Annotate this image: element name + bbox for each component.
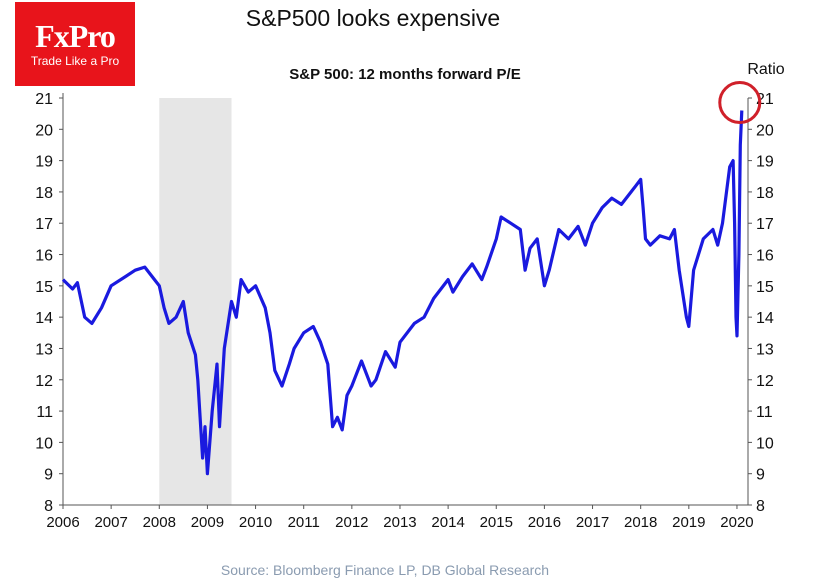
- right-tick-label: 18: [756, 185, 774, 202]
- x-tick-label: 2010: [239, 514, 272, 531]
- x-tick-label: 2013: [383, 514, 416, 531]
- right-tick-label: 12: [756, 373, 774, 390]
- x-tick-label: 2016: [528, 514, 561, 531]
- left-tick-label: 17: [35, 216, 53, 233]
- left-tick-label: 19: [35, 154, 53, 171]
- x-tick-label: 2018: [624, 514, 657, 531]
- right-tick-label: 9: [756, 467, 765, 484]
- right-tick-label: 19: [756, 154, 774, 171]
- right-tick-label: 14: [756, 310, 774, 327]
- x-tick-label: 2011: [288, 514, 320, 531]
- right-tick-label: 17: [756, 216, 774, 233]
- left-tick-label: 10: [35, 435, 53, 452]
- x-tick-label: 2012: [335, 514, 368, 531]
- left-tick-label: 9: [44, 467, 53, 484]
- chart-title: S&P 500: 12 months forward P/E: [289, 66, 520, 83]
- x-tick-label: 2014: [431, 514, 464, 531]
- left-tick-label: 12: [35, 373, 53, 390]
- x-tick-label: 2015: [480, 514, 513, 531]
- logo-tagline: Trade Like a Pro: [30, 54, 120, 68]
- y-axis-label: Ratio: [747, 61, 784, 78]
- x-tick-label: 2020: [720, 514, 753, 531]
- recession-shading: [159, 98, 232, 505]
- x-tick-label: 2017: [576, 514, 609, 531]
- left-tick-label: 14: [35, 310, 53, 327]
- pe-series-line: [61, 110, 744, 476]
- left-tick-label: 13: [35, 341, 53, 358]
- left-tick-label: 8: [44, 498, 53, 515]
- x-tick-label: 2019: [672, 514, 705, 531]
- left-tick-label: 16: [35, 248, 53, 265]
- x-tick-label: 2009: [191, 514, 224, 531]
- left-tick-label: 11: [36, 404, 53, 421]
- source-note: Source: Bloomberg Finance LP, DB Global …: [221, 562, 549, 578]
- left-tick-label: 15: [35, 279, 53, 296]
- left-tick-label: 21: [35, 91, 53, 108]
- logo-brand: FxPro: [35, 18, 116, 54]
- right-tick-label: 16: [756, 248, 774, 265]
- right-tick-label: 20: [756, 122, 774, 139]
- fxpro-logo: FxPro Trade Like a Pro: [15, 2, 135, 86]
- left-tick-label: 18: [35, 185, 53, 202]
- right-tick-label: 8: [756, 498, 765, 515]
- page-title: S&P500 looks expensive: [246, 5, 500, 31]
- highlight-circle: [718, 81, 762, 125]
- right-tick-label: 10: [756, 435, 774, 452]
- x-tick-label: 2007: [94, 514, 127, 531]
- right-tick-label: 13: [756, 341, 774, 358]
- right-tick-label: 11: [756, 404, 773, 421]
- x-tick-label: 2006: [46, 514, 79, 531]
- right-tick-label: 15: [756, 279, 774, 296]
- x-tick-label: 2008: [143, 514, 176, 531]
- left-tick-label: 20: [35, 122, 53, 139]
